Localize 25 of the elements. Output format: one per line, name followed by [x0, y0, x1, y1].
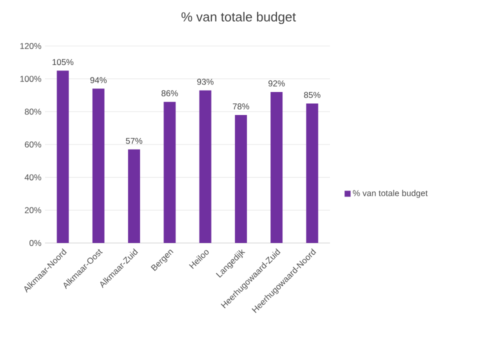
y-tick-label: 40% — [24, 174, 42, 180]
y-tick-label: 100% — [20, 76, 42, 82]
data-label: 94% — [90, 77, 107, 84]
bar — [164, 102, 176, 243]
bar — [199, 90, 212, 243]
data-label: 93% — [197, 78, 214, 85]
bar — [92, 88, 104, 243]
legend-label: % van totale budget — [352, 190, 428, 198]
y-tick-label: 80% — [24, 108, 42, 115]
bar — [270, 92, 283, 243]
y-tick-label: 0% — [30, 240, 42, 246]
data-label: 105% — [52, 59, 74, 66]
bar — [128, 149, 140, 243]
data-label: 78% — [232, 103, 250, 110]
data-label: 92% — [268, 80, 285, 86]
y-tick-label: 120% — [20, 43, 42, 50]
bar — [234, 114, 247, 243]
bar — [306, 103, 318, 243]
bar — [56, 70, 69, 243]
data-label: 57% — [126, 138, 142, 144]
chart-title: % van totale budget — [182, 12, 296, 24]
y-tick-label: 60% — [24, 142, 42, 148]
data-label: 86% — [162, 90, 178, 96]
data-label: 85% — [304, 92, 320, 98]
y-tick-label: 20% — [24, 207, 42, 214]
